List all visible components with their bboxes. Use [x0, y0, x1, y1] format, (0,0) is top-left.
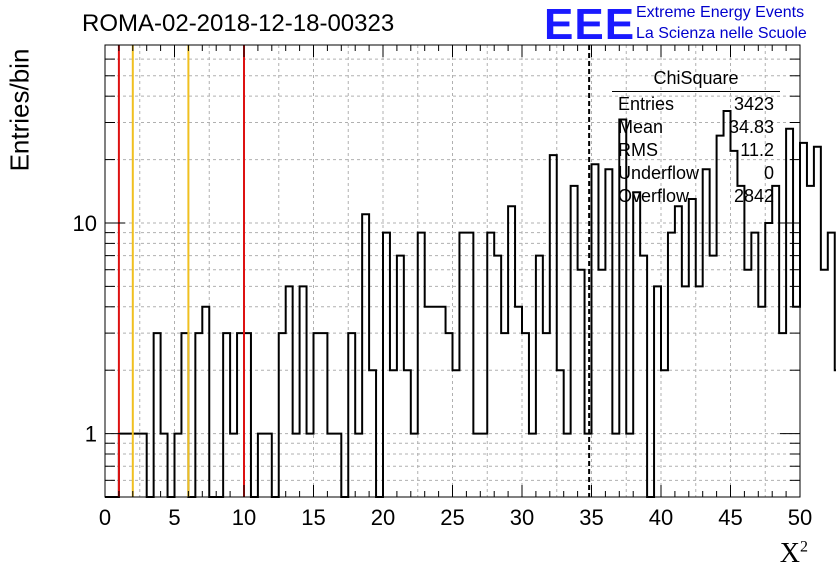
histogram-series: [105, 110, 836, 498]
logo-subtitle-1: Extreme Energy Events: [636, 4, 805, 21]
x-tick-label: 35: [579, 505, 603, 530]
stats-name: ChiSquare: [612, 68, 780, 92]
stats-value: 3423: [733, 94, 774, 114]
x-tick-label: 5: [168, 505, 180, 530]
y-axis-label: Entries/bin: [4, 48, 35, 172]
x-tick-label: 50: [788, 505, 812, 530]
stats-label: Underflow: [618, 163, 700, 183]
x-axis-label: X2: [780, 538, 808, 570]
stats-label: Overflow: [618, 186, 690, 206]
stats-value: 11.2: [740, 140, 774, 160]
eee-logo: EEE: [544, 0, 636, 49]
logo-subtitle-2: La Scienza nelle Scuole: [636, 25, 807, 42]
x-tick-label: 40: [649, 505, 673, 530]
x-tick-label: 10: [232, 505, 256, 530]
x-tick-label: 45: [718, 505, 742, 530]
y-tick-label: 1: [85, 422, 97, 447]
x-tick-label: 15: [301, 505, 325, 530]
stats-row-rms: RMS 11.2: [612, 139, 780, 162]
stats-value: 2842: [733, 186, 774, 206]
x-tick-label: 30: [510, 505, 534, 530]
x-tick-label: 25: [440, 505, 464, 530]
x-tick-label: 0: [99, 505, 111, 530]
stats-label: Entries: [618, 94, 675, 114]
stats-row-underflow: Underflow 0: [612, 162, 780, 185]
stats-label: Mean: [618, 117, 664, 137]
stats-value: 34.83: [728, 117, 774, 137]
stats-label: RMS: [618, 140, 658, 160]
x-axis-label-sup: 2: [800, 538, 808, 556]
stats-box: ChiSquare Entries 3423 Mean 34.83 RMS 11.2 …: [612, 68, 780, 208]
stats-row-overflow: Overflow 2842: [612, 185, 780, 208]
x-axis-label-main: X: [779, 538, 800, 569]
y-tick-label: 10: [73, 211, 97, 236]
stats-value: 0: [763, 163, 774, 183]
stats-row-mean: Mean 34.83: [612, 116, 780, 139]
stats-row-entries: Entries 3423: [612, 93, 780, 116]
x-tick-label: 20: [371, 505, 395, 530]
chart-title: ROMA-02-2018-12-18-00323: [82, 10, 395, 37]
